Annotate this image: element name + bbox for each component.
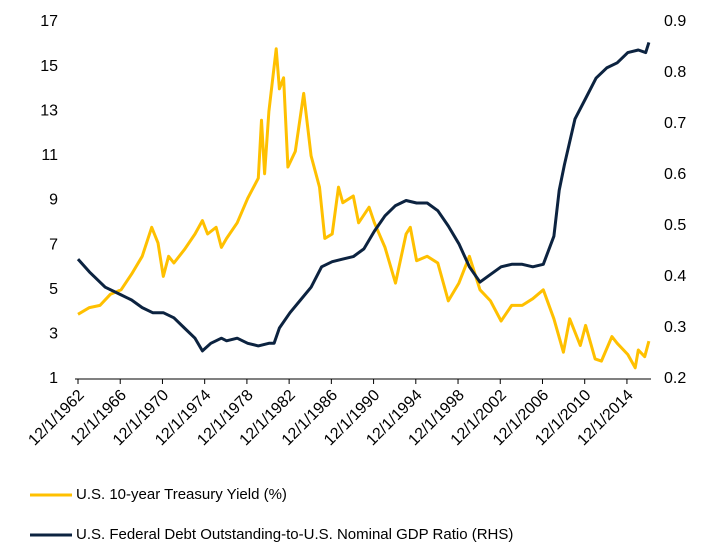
y2-tick-label: 0.8 [664, 64, 686, 81]
y-tick-label: 7 [49, 236, 58, 253]
y-tick-label: 13 [40, 102, 58, 119]
legend-label: U.S. 10-year Treasury Yield (%) [76, 486, 287, 503]
y2-tick-label: 0.7 [664, 115, 686, 132]
y-tick-label: 15 [40, 58, 58, 75]
y-tick-label: 5 [49, 281, 58, 298]
y2-tick-label: 0.6 [664, 166, 686, 183]
y2-tick-label: 0.5 [664, 217, 686, 234]
series-line [76, 41, 651, 353]
y2-tick-label: 0.9 [664, 13, 686, 30]
y2-tick-label: 0.3 [664, 319, 686, 336]
y-tick-label: 1 [49, 370, 58, 387]
y-tick-label: 17 [40, 13, 58, 30]
y-tick-label: 9 [49, 192, 58, 209]
series-line [77, 47, 651, 370]
legend-label: U.S. Federal Debt Outstanding-to-U.S. No… [76, 526, 513, 543]
y2-tick-label: 0.4 [664, 268, 686, 285]
y-tick-label: 3 [49, 326, 58, 343]
y2-tick-label: 0.2 [664, 370, 686, 387]
y-tick-label: 11 [41, 147, 58, 164]
